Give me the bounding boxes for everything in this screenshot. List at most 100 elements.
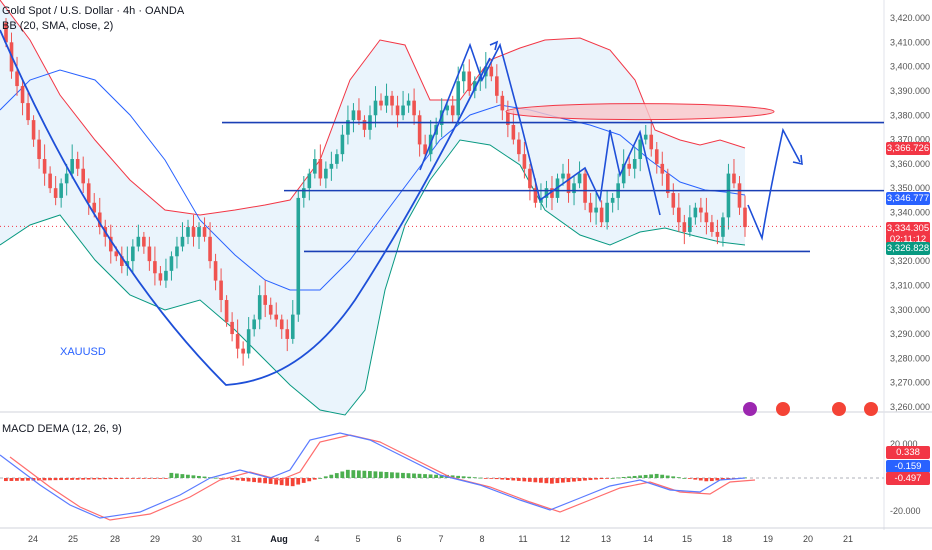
candle[interactable] [97,197,102,235]
candle[interactable] [693,202,698,225]
candle[interactable] [125,246,130,276]
candle[interactable] [594,193,598,225]
candle[interactable] [175,236,179,269]
candle[interactable] [721,212,725,247]
candle[interactable] [42,144,47,186]
candle[interactable] [59,178,63,208]
candle[interactable] [362,115,367,138]
candle[interactable] [566,159,571,203]
candle[interactable] [357,98,361,125]
candle[interactable] [654,141,659,174]
bb-indicator-label[interactable]: BB (20, SMA, close, 2) [2,20,114,32]
candle[interactable] [64,163,69,196]
price-axis[interactable]: 3,420.000 3,410.000 3,400.000 3,390.000 3,38… [890,13,930,412]
candle[interactable] [638,134,643,172]
candle[interactable] [528,163,532,201]
candle[interactable] [561,163,565,186]
candle[interactable] [605,190,609,230]
candle[interactable] [588,193,593,223]
candle[interactable] [302,176,306,208]
us-flag-icon[interactable] [864,402,878,416]
candle[interactable] [296,190,301,322]
candle[interactable] [324,161,328,189]
candle[interactable] [329,151,334,181]
macd-indicator-label[interactable]: MACD DEMA (12, 26, 9) [2,423,122,435]
projection-path[interactable] [747,127,801,241]
candle[interactable] [467,59,472,96]
candle[interactable] [726,163,731,230]
candle[interactable] [246,317,251,359]
candle[interactable] [230,312,234,342]
candle[interactable] [53,176,58,206]
candle[interactable] [450,95,455,123]
candle[interactable] [699,197,703,223]
candle[interactable] [627,156,631,177]
horizontal-levels[interactable] [0,121,884,253]
candle[interactable] [290,300,295,344]
candle[interactable] [682,214,687,245]
candle[interactable] [169,251,174,281]
candle[interactable] [147,236,152,271]
candle[interactable] [660,151,665,186]
candle[interactable] [26,90,30,125]
candle[interactable] [108,224,113,264]
candle[interactable] [136,224,141,252]
candle[interactable] [213,253,218,291]
candle[interactable] [517,132,521,162]
us-flag-icon[interactable] [776,402,790,416]
candle[interactable] [219,268,223,313]
candle[interactable] [48,166,52,194]
candle[interactable] [164,258,168,288]
candle[interactable] [384,83,389,113]
candle[interactable] [401,90,405,121]
candle[interactable] [406,93,411,113]
candle[interactable] [224,295,229,327]
candle[interactable] [186,219,190,245]
candle[interactable] [153,246,157,286]
time-axis[interactable]: 24 25 28 29 30 31 Aug 4 5 6 7 8 11 12 13 14 15 18 19 20 21 [0,527,932,544]
candle[interactable] [335,149,339,169]
candle[interactable] [373,86,378,128]
candle[interactable] [285,319,290,352]
candle[interactable] [340,124,345,162]
candle[interactable] [252,314,256,337]
candle[interactable] [31,115,36,147]
candle[interactable] [506,100,510,138]
candle[interactable] [307,168,312,201]
candle[interactable] [643,124,648,145]
candle[interactable] [583,168,587,211]
candle[interactable] [610,193,615,213]
candle[interactable] [732,159,736,189]
candle[interactable] [704,197,709,235]
candle[interactable] [495,64,499,104]
candle[interactable] [743,195,747,237]
candle[interactable] [550,176,554,211]
lightning-icon[interactable] [743,402,757,416]
candle[interactable] [632,146,637,179]
candle[interactable] [120,246,124,274]
candle[interactable] [649,120,654,157]
candle[interactable] [81,156,86,194]
candle[interactable] [544,180,549,208]
candle[interactable] [417,110,422,157]
candle[interactable] [577,161,582,189]
candle[interactable] [665,168,670,198]
candle[interactable] [241,341,245,366]
candle[interactable] [197,222,201,249]
candle[interactable] [351,103,356,133]
candle[interactable] [142,231,146,254]
candle[interactable] [715,219,720,245]
candle[interactable] [37,129,41,169]
candle[interactable] [158,265,163,286]
candle[interactable] [671,183,676,215]
candle[interactable] [677,193,681,232]
candle[interactable] [423,134,427,160]
candle[interactable] [131,239,135,274]
cup-arc[interactable] [0,29,491,386]
candle[interactable] [390,90,394,116]
us-flag-icon[interactable] [832,402,846,416]
candle[interactable] [522,141,527,179]
candle[interactable] [346,105,350,145]
candle[interactable] [710,214,714,237]
